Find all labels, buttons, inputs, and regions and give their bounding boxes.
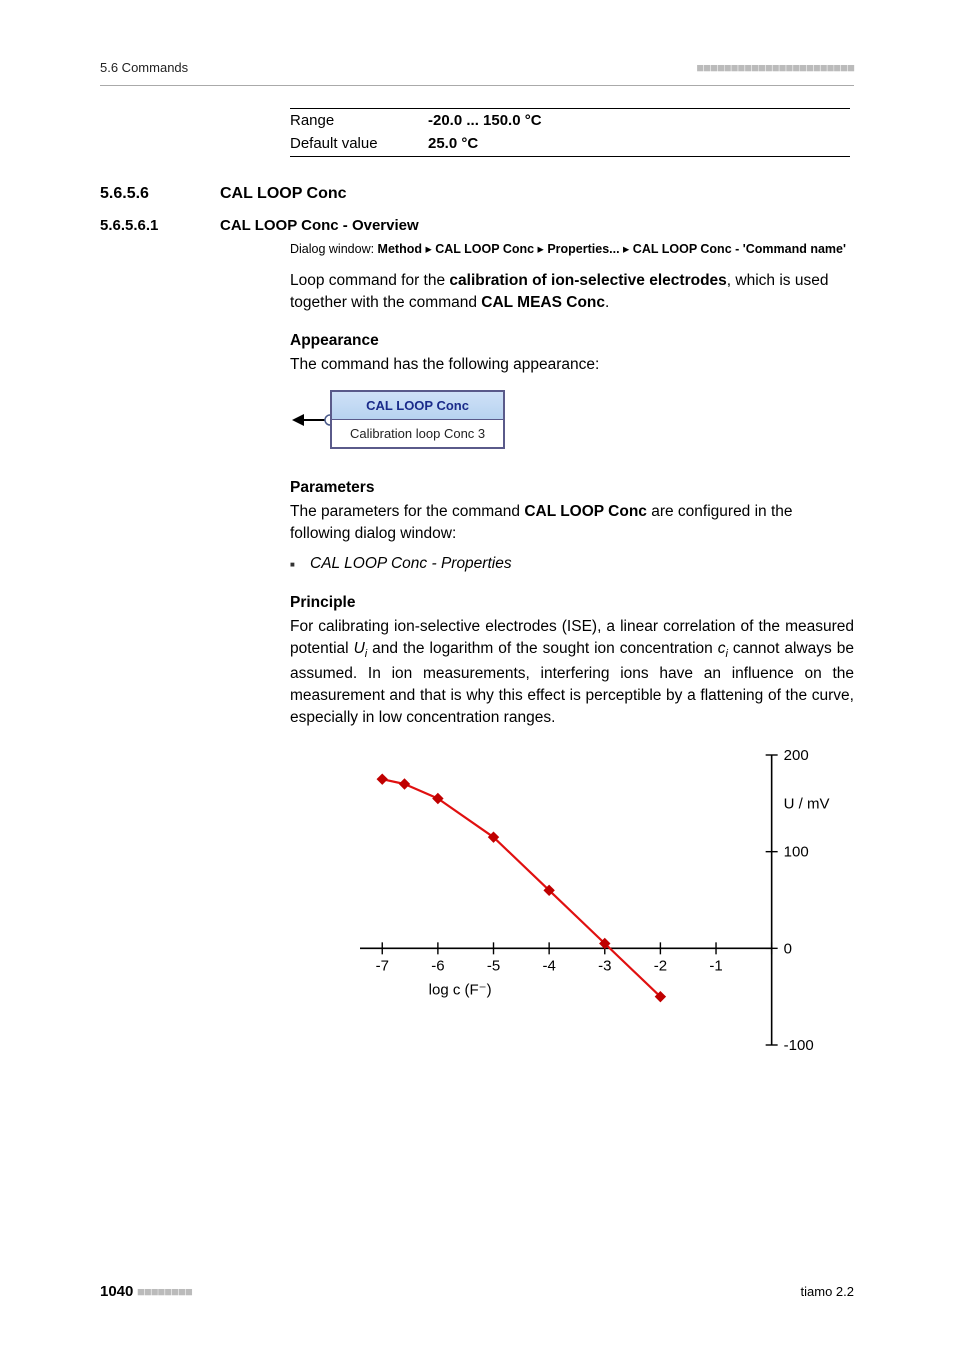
range-label: Range xyxy=(290,109,428,133)
text: . xyxy=(605,294,609,311)
footer-right: tiamo 2.2 xyxy=(801,1284,854,1299)
subsection-heading: 5.6.5.6.1 CAL LOOP Conc - Overview xyxy=(100,217,854,234)
command-box-header: CAL LOOP Conc xyxy=(331,391,504,420)
text-bold: CAL MEAS Conc xyxy=(481,294,605,311)
subsection-title: CAL LOOP Conc - Overview xyxy=(220,217,419,234)
command-appearance-figure: CAL LOOP Conc Calibration loop Conc 3 xyxy=(290,390,854,453)
principle-heading: Principle xyxy=(290,594,854,612)
svg-text:-1: -1 xyxy=(709,957,722,974)
svg-text:log c (F⁻): log c (F⁻) xyxy=(429,981,492,998)
table-row: Default value 25.0 °C xyxy=(290,132,850,157)
page: 5.6 Commands ■■■■■■■■■■■■■■■■■■■■■■■ Ran… xyxy=(0,0,954,1350)
appearance-heading: Appearance xyxy=(290,332,854,350)
text-bold: calibration of ion-selective electrodes xyxy=(449,272,726,289)
parameters-bullet: CAL LOOP Conc - Properties xyxy=(290,553,854,575)
text: and the logarithm of the sought ion conc… xyxy=(367,640,718,657)
dialog-part-4: CAL LOOP Conc - 'Command name' xyxy=(633,242,846,256)
dialog-part-3: Properties... xyxy=(547,242,619,256)
default-label: Default value xyxy=(290,132,428,157)
svg-text:-3: -3 xyxy=(598,957,611,974)
ise-calibration-chart: 200 100 0 -100 U / mV -7 -6 -5 -4 -3 -2 -1 log c (F⁻… xyxy=(340,743,854,1103)
footer-decor: ■■■■■■■■ xyxy=(137,1284,192,1299)
command-box: CAL LOOP Conc Calibration loop Conc 3 xyxy=(290,390,505,449)
text: The parameters for the command xyxy=(290,503,524,520)
table-row: Range -20.0 ... 150.0 °C xyxy=(290,109,850,133)
section-heading: 5.6.5.6 CAL LOOP Conc xyxy=(100,185,854,203)
svg-text:-5: -5 xyxy=(487,957,500,974)
command-box-table: CAL LOOP Conc Calibration loop Conc 3 xyxy=(330,390,505,449)
running-header-decor: ■■■■■■■■■■■■■■■■■■■■■■■ xyxy=(696,60,854,75)
svg-text:-6: -6 xyxy=(431,957,444,974)
page-footer: 1040 ■■■■■■■■ tiamo 2.2 xyxy=(100,1283,854,1300)
svg-text:-4: -4 xyxy=(542,957,555,974)
arrow-left-icon xyxy=(290,392,330,448)
text: Loop command for the xyxy=(290,272,449,289)
principle-text: For calibrating ion-selective electrodes… xyxy=(290,616,854,729)
parameters-heading: Parameters xyxy=(290,479,854,497)
dialog-part-1: Method xyxy=(378,242,422,256)
running-header: 5.6 Commands ■■■■■■■■■■■■■■■■■■■■■■■ xyxy=(100,60,854,75)
range-value: -20.0 ... 150.0 °C xyxy=(428,109,850,133)
dialog-sep: ▸ xyxy=(422,242,435,256)
section-number: 5.6.5.6 xyxy=(100,185,220,203)
dialog-part-2: CAL LOOP Conc xyxy=(435,242,534,256)
var-c: c xyxy=(718,640,726,657)
subsection-number: 5.6.5.6.1 xyxy=(100,217,220,234)
header-rule xyxy=(100,85,854,86)
loop-command-para: Loop command for the calibration of ion-… xyxy=(290,270,854,314)
var-u: U xyxy=(354,640,365,657)
appearance-text: The command has the following appearance… xyxy=(290,354,854,376)
svg-text:-2: -2 xyxy=(654,957,667,974)
text-bold: CAL LOOP Conc xyxy=(524,503,647,520)
svg-text:U / mV: U / mV xyxy=(784,795,830,812)
command-box-body: Calibration loop Conc 3 xyxy=(331,420,504,449)
svg-text:-100: -100 xyxy=(784,1037,814,1054)
dialog-sep: ▸ xyxy=(534,242,547,256)
dialog-sep: ▸ xyxy=(620,242,633,256)
page-number: 1040 xyxy=(100,1283,133,1300)
dialog-prefix: Dialog window: xyxy=(290,242,378,256)
parameters-text: The parameters for the command CAL LOOP … xyxy=(290,501,854,545)
svg-text:200: 200 xyxy=(784,747,809,764)
footer-left: 1040 ■■■■■■■■ xyxy=(100,1283,192,1300)
chart-svg: 200 100 0 -100 U / mV -7 -6 -5 -4 -3 -2 -1 log c (F⁻… xyxy=(340,743,850,1103)
running-header-left: 5.6 Commands xyxy=(100,60,188,75)
dialog-window-path: Dialog window: Method ▸ CAL LOOP Conc ▸ … xyxy=(290,240,854,258)
section-title: CAL LOOP Conc xyxy=(220,185,347,203)
svg-text:100: 100 xyxy=(784,844,809,861)
default-value: 25.0 °C xyxy=(428,132,850,157)
svg-text:0: 0 xyxy=(784,940,792,957)
range-table: Range -20.0 ... 150.0 °C Default value 2… xyxy=(290,108,850,157)
svg-text:-7: -7 xyxy=(376,957,389,974)
